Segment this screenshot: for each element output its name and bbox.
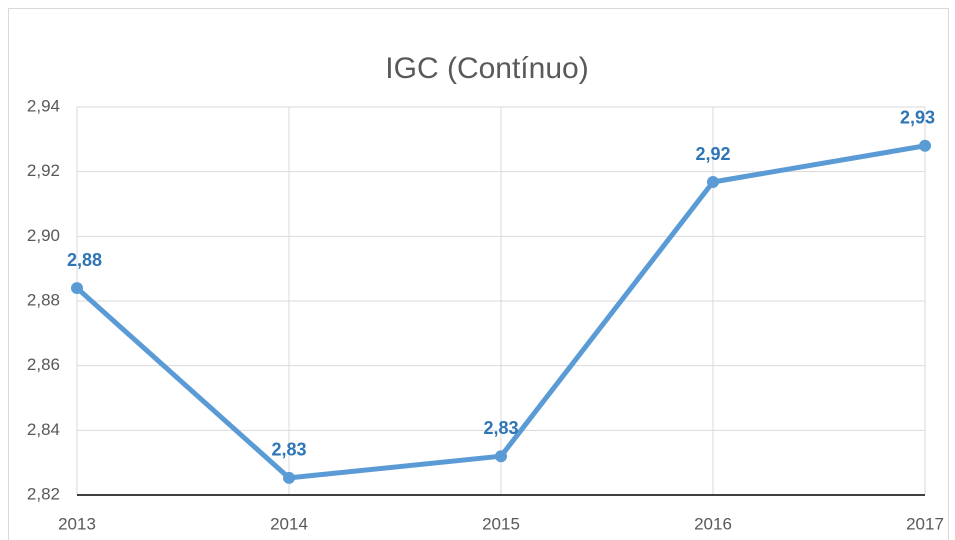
y-tick-label: 2,82 bbox=[27, 484, 60, 503]
point bbox=[495, 450, 507, 463]
point bbox=[283, 471, 295, 484]
chart-title: IGC (Contínuo) bbox=[385, 52, 588, 85]
x-tick-label: 2015 bbox=[482, 514, 520, 533]
data-label: 2,92 bbox=[695, 144, 730, 164]
data-label: 2,83 bbox=[483, 418, 518, 438]
x-tick-label: 2016 bbox=[694, 514, 732, 533]
y-tick-label: 2,84 bbox=[27, 420, 60, 439]
y-tick-label: 2,88 bbox=[27, 290, 60, 309]
chart-border bbox=[8, 8, 949, 540]
y-tick-label: 2,92 bbox=[27, 161, 60, 180]
y-tick-label: 2,86 bbox=[27, 355, 60, 374]
x-tick-label: 2017 bbox=[906, 514, 944, 533]
y-tick-label: 2,94 bbox=[27, 96, 60, 115]
point bbox=[707, 176, 719, 189]
point bbox=[919, 139, 931, 152]
point bbox=[71, 282, 83, 295]
data-label: 2,93 bbox=[900, 108, 935, 128]
data-label: 2,88 bbox=[67, 250, 102, 270]
x-tick-label: 2013 bbox=[58, 514, 96, 533]
x-tick-label: 2014 bbox=[270, 514, 308, 533]
y-tick-label: 2,90 bbox=[27, 226, 60, 245]
data-label: 2,83 bbox=[271, 440, 306, 460]
